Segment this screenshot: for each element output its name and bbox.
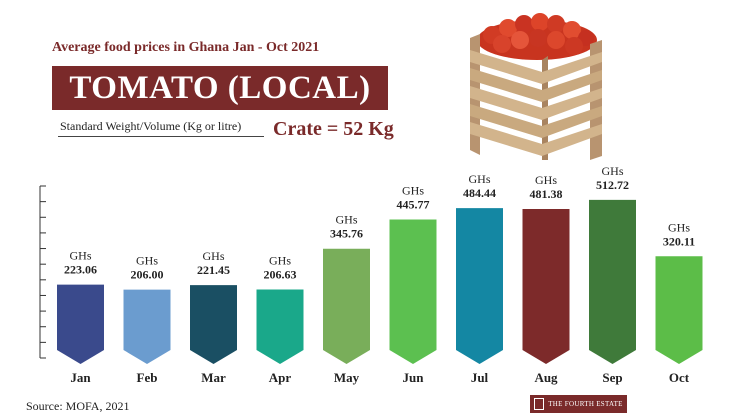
x-tick-label: Sep (602, 370, 622, 385)
brand-mark-icon (534, 398, 545, 410)
bar-value-label: 512.72 (596, 178, 629, 192)
bar-value-label: 445.77 (397, 197, 430, 211)
bar-unit-label: GHs (601, 164, 623, 178)
bar-mar (190, 285, 237, 364)
bar-value-label: 320.11 (663, 234, 695, 248)
bar-unit-label: GHs (468, 172, 490, 186)
brand-logo: THE FOURTH ESTATE (530, 395, 627, 413)
bar-jun (389, 219, 437, 364)
bar-value-label: 223.06 (64, 263, 97, 277)
standard-weight-underline (58, 136, 264, 137)
bar-unit-label: GHs (202, 249, 224, 263)
bar-oct (655, 256, 703, 364)
x-tick-label: Aug (534, 370, 558, 385)
crate-slats (470, 34, 602, 160)
bar-value-label: 206.63 (264, 267, 297, 281)
bar-apr (256, 289, 304, 364)
x-tick-label: Feb (137, 370, 158, 385)
standard-weight-label: Standard Weight/Volume (Kg or litre) (60, 119, 242, 133)
tomato-crate-illustration (470, 13, 602, 160)
title-banner: TOMATO (LOCAL) (52, 66, 388, 110)
x-tick-label: Apr (269, 370, 292, 385)
bar-unit-label: GHs (136, 254, 158, 268)
bar-value-label: 206.00 (131, 268, 164, 282)
source-note: Source: MOFA, 2021 (26, 399, 130, 413)
bar-value-label: 484.44 (463, 186, 496, 200)
bar-unit-label: GHs (335, 213, 357, 227)
bar-value-label: 345.76 (330, 227, 363, 241)
crate-weight-label: Crate = 52 Kg (273, 118, 394, 140)
x-tick-label: Oct (669, 370, 690, 385)
bar-unit-label: GHs (402, 183, 424, 197)
bar-may (323, 248, 370, 364)
page-title: TOMATO (LOCAL) (69, 69, 371, 106)
x-tick-label: May (334, 370, 360, 385)
x-tick-label: Mar (201, 370, 226, 385)
bar-unit-label: GHs (269, 253, 291, 267)
bar-value-label: 481.38 (530, 187, 563, 201)
brand-name: THE FOURTH ESTATE (548, 400, 623, 408)
bar-jan (57, 284, 104, 364)
bar-sep (589, 199, 636, 364)
tomato-pile (477, 13, 597, 60)
bar-value-label: 221.45 (197, 263, 230, 277)
bar-feb (123, 289, 171, 364)
bar-jul (456, 208, 503, 364)
bar-unit-label: GHs (668, 220, 690, 234)
x-tick-label: Jan (70, 370, 91, 385)
bar-aug (522, 209, 570, 364)
bar-unit-label: GHs (69, 249, 91, 263)
bar-unit-label: GHs (535, 173, 557, 187)
x-tick-label: Jun (403, 370, 425, 385)
x-tick-label: Jul (471, 370, 489, 385)
subtitle: Average food prices in Ghana Jan - Oct 2… (52, 40, 320, 55)
